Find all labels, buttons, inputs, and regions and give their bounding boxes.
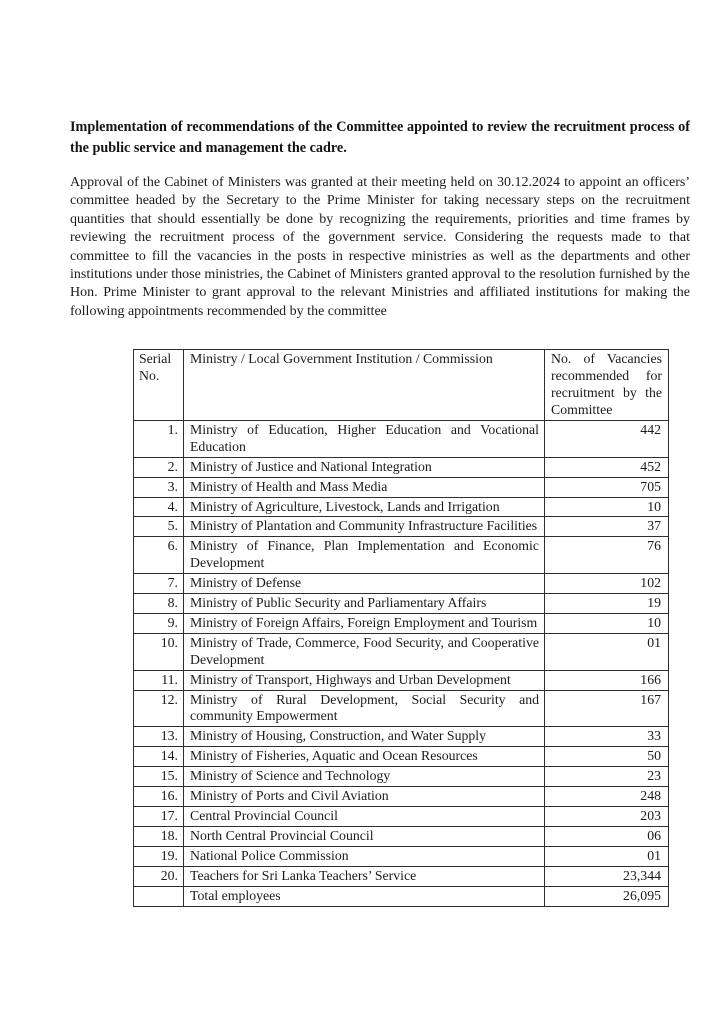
serial-cell: 14. [133, 746, 184, 768]
serial-cell: 13. [133, 726, 184, 748]
table-row: 15. Ministry of Science and Technology 23 [133, 766, 669, 788]
serial-cell: 20. [133, 865, 184, 887]
ministry-cell: Ministry of Ports and Civil Aviation [183, 786, 545, 807]
ministry-cell: Ministry of Plantation and Community Inf… [183, 516, 545, 538]
serial-cell: 17. [133, 806, 184, 827]
table-row: 11. Ministry of Transport, Highways and U… [133, 669, 669, 691]
table-row: 19. National Police Commission 01 [133, 845, 669, 867]
table-row: 9. Ministry of Foreign Affairs, Foreign E… [133, 612, 669, 634]
vacancies-cell: 23 [544, 766, 669, 788]
ministry-cell: Total employees [183, 885, 545, 907]
table-row: 16. Ministry of Ports and Civil Aviation 2… [133, 786, 669, 807]
ministry-cell: Ministry of Defense [183, 573, 545, 595]
ministry-cell: Ministry of Transport, Highways and Urba… [183, 669, 545, 691]
vacancies-cell: 10 [544, 496, 669, 518]
vacancies-cell: 06 [544, 825, 669, 847]
table-row: Total employees 26,095 [133, 885, 669, 907]
serial-cell: 16. [133, 786, 184, 807]
table-row: 7. Ministry of Defense 102 [133, 573, 669, 595]
vacancies-cell: 203 [544, 806, 669, 827]
ministry-cell: Ministry of Agriculture, Livestock, Land… [183, 496, 545, 518]
table-row: 5. Ministry of Plantation and Community I… [133, 516, 669, 538]
ministry-cell: Ministry of Housing, Construction, and W… [183, 726, 545, 748]
ministry-cell: Teachers for Sri Lanka Teachers’ Service [183, 865, 545, 887]
vacancies-cell: 166 [544, 669, 669, 691]
vacancies-cell: 248 [544, 786, 669, 807]
vacancies-cell: 102 [544, 573, 669, 595]
vacancies-cell: 442 [544, 419, 669, 458]
table-body: 1. Ministry of Education, Higher Educatio… [133, 419, 669, 907]
serial-cell: 11. [133, 669, 184, 691]
serial-cell [133, 885, 184, 907]
serial-cell: 7. [133, 573, 184, 595]
table-row: 12. Ministry of Rural Development, Social… [133, 689, 669, 728]
vacancies-cell: 705 [544, 476, 669, 498]
vacancies-cell: 23,344 [544, 865, 669, 887]
ministry-cell: Ministry of Fisheries, Aquatic and Ocean… [183, 746, 545, 768]
table-header-row: Serial No. Ministry / Local Government I… [133, 349, 669, 421]
vacancies-cell: 167 [544, 689, 669, 728]
vacancy-table: Serial No. Ministry / Local Government I… [133, 349, 669, 907]
vacancies-cell: 26,095 [544, 885, 669, 907]
header-serial-no: Serial No. [133, 349, 184, 421]
header-vacancies: No. of Vacancies recommended for recruit… [544, 349, 669, 421]
serial-cell: 4. [133, 496, 184, 518]
serial-cell: 9. [133, 612, 184, 634]
body-paragraph: Approval of the Cabinet of Ministers was… [70, 175, 690, 319]
ministry-cell: Ministry of Science and Technology [183, 766, 545, 788]
vacancies-cell: 19 [544, 593, 669, 614]
table-row: 8. Ministry of Public Security and Parlia… [133, 593, 669, 614]
ministry-cell: North Central Provincial Council [183, 825, 545, 847]
document-title: Implementation of recommendations of the… [70, 119, 690, 156]
table-row: 10. Ministry of Trade, Commerce, Food Sec… [133, 632, 669, 671]
table-row: 13. Ministry of Housing, Construction, an… [133, 726, 669, 748]
header-ministry: Ministry / Local Government Institution … [183, 349, 545, 421]
serial-cell: 15. [133, 766, 184, 788]
ministry-cell: Ministry of Rural Development, Social Se… [183, 689, 545, 728]
ministry-cell: Ministry of Health and Mass Media [183, 476, 545, 498]
vacancies-cell: 01 [544, 632, 669, 671]
vacancies-cell: 10 [544, 612, 669, 634]
serial-cell: 18. [133, 825, 184, 847]
serial-cell: 8. [133, 593, 184, 614]
table-row: 3. Ministry of Health and Mass Media 705 [133, 476, 669, 498]
serial-cell: 10. [133, 632, 184, 671]
ministry-cell: Ministry of Finance, Plan Implementation… [183, 536, 545, 575]
vacancies-cell: 33 [544, 726, 669, 748]
serial-cell: 3. [133, 476, 184, 498]
serial-cell: 1. [133, 419, 184, 458]
table-row: 6. Ministry of Finance, Plan Implementati… [133, 536, 669, 575]
ministry-cell: Ministry of Education, Higher Education … [183, 419, 545, 458]
ministry-cell: Ministry of Justice and National Integra… [183, 456, 545, 478]
ministry-cell: Ministry of Public Security and Parliame… [183, 593, 545, 614]
ministry-cell: Central Provincial Council [183, 806, 545, 827]
vacancies-cell: 50 [544, 746, 669, 768]
table-row: 14. Ministry of Fisheries, Aquatic and Oc… [133, 746, 669, 768]
serial-cell: 2. [133, 456, 184, 478]
serial-cell: 5. [133, 516, 184, 538]
table-row: 18. North Central Provincial Council 06 [133, 825, 669, 847]
vacancies-cell: 452 [544, 456, 669, 478]
table-row: 4. Ministry of Agriculture, Livestock, La… [133, 496, 669, 518]
serial-cell: 6. [133, 536, 184, 575]
table-row: 20. Teachers for Sri Lanka Teachers’ Serv… [133, 865, 669, 887]
vacancies-cell: 01 [544, 845, 669, 867]
vacancies-cell: 37 [544, 516, 669, 538]
table-row: 2. Ministry of Justice and National Integ… [133, 456, 669, 478]
serial-cell: 19. [133, 845, 184, 867]
table-row: 1. Ministry of Education, Higher Educatio… [133, 419, 669, 458]
ministry-cell: Ministry of Foreign Affairs, Foreign Emp… [183, 612, 545, 634]
ministry-cell: National Police Commission [183, 845, 545, 867]
ministry-cell: Ministry of Trade, Commerce, Food Securi… [183, 632, 545, 671]
table-row: 17. Central Provincial Council 203 [133, 806, 669, 827]
vacancies-cell: 76 [544, 536, 669, 575]
serial-cell: 12. [133, 689, 184, 728]
